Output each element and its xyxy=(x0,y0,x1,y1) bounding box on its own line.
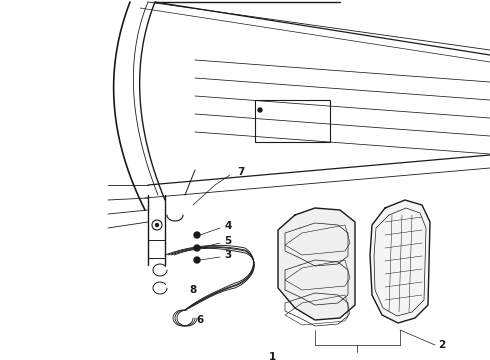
Circle shape xyxy=(194,257,200,263)
Text: 2: 2 xyxy=(438,340,445,350)
Polygon shape xyxy=(278,208,355,320)
Text: 5: 5 xyxy=(224,236,231,246)
Circle shape xyxy=(258,108,262,112)
Circle shape xyxy=(194,232,200,238)
Text: 1: 1 xyxy=(269,352,275,360)
Circle shape xyxy=(155,224,158,226)
Bar xyxy=(148,240,165,258)
Text: 6: 6 xyxy=(196,315,204,325)
Bar xyxy=(255,100,330,142)
Text: 4: 4 xyxy=(224,221,231,231)
Text: 8: 8 xyxy=(189,285,196,295)
Text: 7: 7 xyxy=(237,167,245,177)
Circle shape xyxy=(194,245,200,251)
Text: 3: 3 xyxy=(224,250,231,260)
Polygon shape xyxy=(370,200,430,323)
